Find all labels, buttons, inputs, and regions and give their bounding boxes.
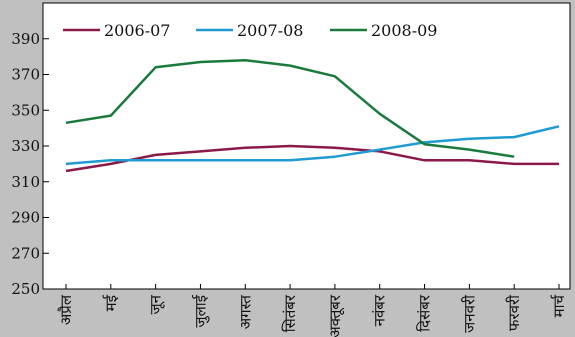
- y-axis: 250 270 290 310 330 350 370 390: [11, 30, 49, 298]
- y-tick-label: 250: [11, 280, 40, 298]
- x-tick-label: दिसंबर: [416, 294, 434, 332]
- series-line-2008-09: [65, 58, 515, 158]
- x-tick-label: अप्रैल: [57, 294, 75, 325]
- series-line-2006-07: [65, 144, 559, 173]
- y-tick-label: 310: [11, 173, 40, 191]
- y-tick-label: 390: [11, 30, 40, 48]
- y-tick-label: 350: [11, 101, 40, 119]
- legend-label: 2008-09: [371, 21, 437, 40]
- x-tick-label: फरवरी: [505, 294, 523, 331]
- series-lines: [65, 58, 560, 173]
- y-tick-label: 370: [11, 66, 40, 84]
- x-tick-label: अगस्त: [236, 295, 254, 330]
- x-tick-label: जुलाई: [191, 294, 210, 328]
- legend-label: 2007-08: [237, 21, 303, 40]
- x-tick-label: अक्तूबर: [326, 294, 345, 337]
- x-tick-label: मई: [102, 294, 120, 311]
- legend: 2006-07 2007-08 2008-09: [63, 21, 437, 40]
- y-tick-label: 270: [11, 244, 40, 262]
- x-tick-label: जून: [147, 294, 166, 314]
- x-tick-label: जनवरी: [460, 294, 478, 333]
- legend-label: 2006-07: [104, 21, 170, 40]
- x-tick-label: मार्च: [550, 294, 568, 317]
- y-tick-label: 330: [11, 137, 40, 155]
- x-tick-label: सितंबर: [281, 294, 299, 332]
- y-tick-label: 290: [11, 209, 40, 227]
- x-axis: अप्रैल मई जून जुलाई अगस्त सितंबर अक्तूबर नवंबर द…: [57, 284, 568, 337]
- x-tick-label: नवंबर: [371, 294, 389, 326]
- series-line-2007-08: [65, 125, 560, 166]
